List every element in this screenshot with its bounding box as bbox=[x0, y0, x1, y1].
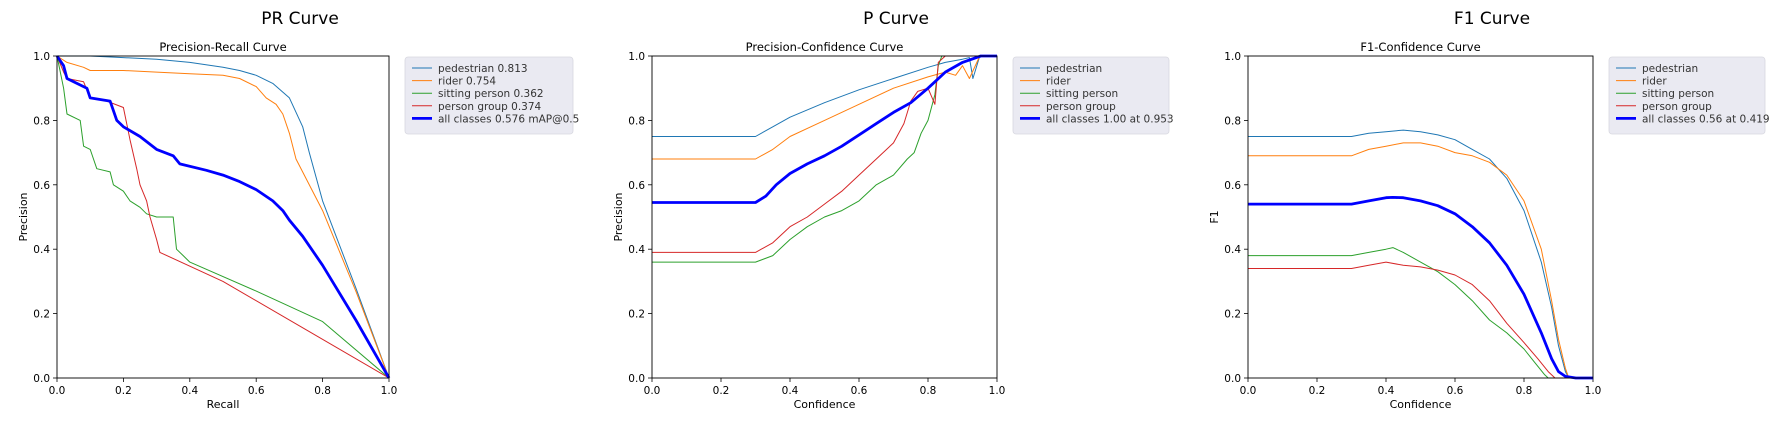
x-tick-label: 0.2 bbox=[1309, 385, 1326, 397]
x-axis-label: Confidence bbox=[1390, 398, 1452, 411]
series-line-rider bbox=[1248, 142, 1593, 379]
y-tick-label: 0.0 bbox=[1224, 373, 1241, 385]
plot-frame bbox=[1247, 55, 1594, 379]
x-tick-label: 0.8 bbox=[920, 385, 937, 397]
chart-suptitle: PR Curve bbox=[261, 9, 339, 29]
chart-title: Precision-Recall Curve bbox=[159, 40, 286, 54]
legend-label: all classes 0.56 at 0.419 bbox=[1642, 113, 1770, 125]
y-tick-label: 1.0 bbox=[33, 51, 50, 63]
series-line-all-classes bbox=[55, 55, 391, 379]
legend-label: rider bbox=[1642, 76, 1667, 88]
series-line-rider bbox=[56, 55, 390, 379]
series-line-person-group bbox=[1248, 261, 1593, 379]
series-line-all-classes bbox=[652, 54, 997, 204]
x-tick-label: 0.6 bbox=[851, 385, 868, 397]
x-axis-label: Recall bbox=[207, 398, 240, 411]
legend-label: person group bbox=[1642, 101, 1712, 113]
x-tick-label: 0.2 bbox=[713, 385, 730, 397]
series-line-sitting-person bbox=[1248, 247, 1593, 379]
y-axis-label: Precision bbox=[612, 192, 625, 241]
chart-1: PR Curve Precision-Recall Curve 0.0 0.2 0.4 0… bbox=[17, 9, 579, 411]
x-tick-label: 0.8 bbox=[314, 385, 331, 397]
legend-label: rider 0.754 bbox=[438, 76, 496, 88]
series-line-person-group bbox=[56, 55, 390, 379]
y-tick-label: 0.0 bbox=[33, 373, 50, 385]
x-tick-label: 0.0 bbox=[1240, 385, 1257, 397]
x-tick-label: 1.0 bbox=[381, 385, 398, 397]
y-tick-label: 0.2 bbox=[1224, 309, 1241, 321]
x-tick-label: 0.8 bbox=[1516, 385, 1533, 397]
y-tick-label: 0.4 bbox=[1224, 244, 1241, 256]
y-tick-label: 0.0 bbox=[628, 373, 645, 385]
series-line-rider bbox=[652, 55, 997, 160]
y-tick-label: 0.6 bbox=[1224, 180, 1241, 192]
y-tick-label: 0.8 bbox=[1224, 115, 1241, 127]
y-axis-label: Precision bbox=[17, 192, 30, 241]
y-tick-label: 0.8 bbox=[628, 115, 645, 127]
y-tick-label: 0.4 bbox=[628, 244, 645, 256]
x-tick-label: 0.0 bbox=[49, 385, 66, 397]
x-tick-label: 0.2 bbox=[115, 385, 132, 397]
series-line-all-classes bbox=[1248, 196, 1593, 380]
x-tick-label: 0.6 bbox=[248, 385, 265, 397]
y-tick-label: 0.2 bbox=[628, 309, 645, 321]
legend-label: person group bbox=[1046, 101, 1116, 113]
x-tick-label: 0.6 bbox=[1447, 385, 1464, 397]
legend-label: rider bbox=[1046, 76, 1071, 88]
y-axis-label: F1 bbox=[1208, 210, 1221, 223]
legend-label: all classes 0.576 mAP@0.5 bbox=[438, 113, 579, 125]
legend-label: all classes 1.00 at 0.953 bbox=[1046, 113, 1174, 125]
x-tick-label: 0.4 bbox=[782, 385, 799, 397]
legend-label: sitting person bbox=[1046, 88, 1118, 100]
y-tick-label: 0.8 bbox=[33, 115, 50, 127]
chart-title: Precision-Confidence Curve bbox=[746, 40, 904, 54]
y-tick-label: 0.2 bbox=[33, 309, 50, 321]
x-axis-label: Confidence bbox=[794, 398, 856, 411]
y-tick-label: 0.4 bbox=[33, 244, 50, 256]
legend-box bbox=[1608, 56, 1766, 135]
series-line-pedestrian bbox=[57, 55, 390, 379]
plot-frame bbox=[56, 55, 390, 379]
chart-suptitle: P Curve bbox=[863, 9, 929, 29]
y-tick-label: 0.6 bbox=[33, 180, 50, 192]
legend-label: sitting person bbox=[1642, 88, 1714, 100]
y-tick-label: 0.6 bbox=[628, 180, 645, 192]
series-line-pedestrian bbox=[652, 55, 997, 137]
legend-box bbox=[1012, 56, 1170, 135]
series-line-person-group bbox=[652, 55, 997, 253]
legend-label: pedestrian 0.813 bbox=[438, 63, 528, 75]
chart-title: F1-Confidence Curve bbox=[1360, 40, 1480, 54]
x-tick-label: 0.4 bbox=[1378, 385, 1395, 397]
y-tick-label: 1.0 bbox=[1224, 51, 1241, 63]
plot-frame bbox=[651, 55, 998, 379]
x-tick-label: 0.4 bbox=[181, 385, 198, 397]
series-line-sitting-person bbox=[652, 55, 997, 263]
legend-label: pedestrian bbox=[1046, 63, 1102, 75]
series-line-sitting-person bbox=[56, 55, 390, 379]
legend-label: person group 0.374 bbox=[438, 101, 542, 113]
chart-suptitle: F1 Curve bbox=[1454, 9, 1530, 29]
chart-3: F1 Curve F1-Confidence Curve 0.0 0.2 0.4 0.6 0… bbox=[1208, 9, 1770, 411]
x-tick-label: 0.0 bbox=[644, 385, 661, 397]
legend-box bbox=[404, 56, 574, 135]
chart-2: P Curve Precision-Confidence Curve 0.0 0.2 0… bbox=[612, 9, 1174, 411]
series-line-pedestrian bbox=[1248, 129, 1593, 379]
x-tick-label: 1.0 bbox=[989, 385, 1006, 397]
legend-label: pedestrian bbox=[1642, 63, 1698, 75]
legend-label: sitting person 0.362 bbox=[438, 88, 544, 100]
y-tick-label: 1.0 bbox=[628, 51, 645, 63]
x-tick-label: 1.0 bbox=[1585, 385, 1602, 397]
